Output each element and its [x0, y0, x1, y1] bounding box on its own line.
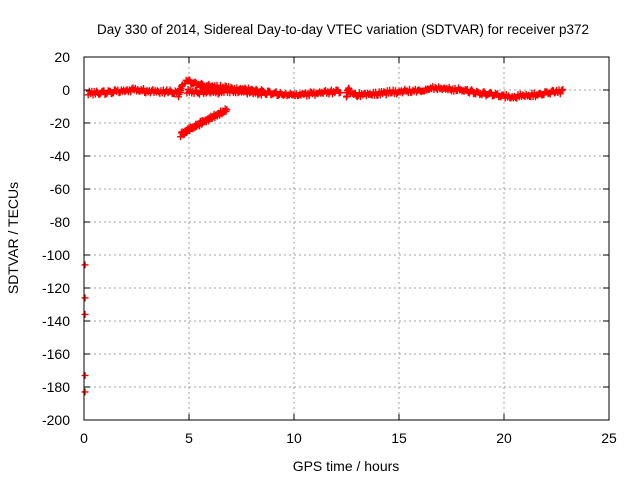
x-tick-label: 25: [601, 430, 617, 446]
grid-lines: [84, 57, 609, 420]
x-tick-labels: 0 5 10 15 20 25: [80, 430, 617, 446]
x-tick-label: 5: [185, 430, 193, 446]
y-tick-label: -180: [42, 379, 70, 395]
y-tick-label: -80: [50, 214, 70, 230]
x-axis-label: GPS time / hours: [293, 458, 400, 474]
y-tick-label: -160: [42, 346, 70, 362]
y-tick-label: 0: [62, 82, 70, 98]
y-tick-labels: 20 0 -20 -40 -60 -80 -100 -120 -140 -160 -180 -200: [42, 49, 70, 428]
y-tick-label: -100: [42, 247, 70, 263]
data-marks: [81, 76, 567, 396]
y-tick-label: -140: [42, 313, 70, 329]
x-tick-label: 15: [391, 430, 407, 446]
y-tick-label: -20: [50, 115, 70, 131]
y-tick-label: -60: [50, 181, 70, 197]
y-tick-label: -200: [42, 412, 70, 428]
x-tick-label: 0: [80, 430, 88, 446]
y-axis-label: SDTVAR / TECUs: [5, 182, 21, 294]
axis-ticks: [83, 56, 610, 421]
y-tick-label: -120: [42, 280, 70, 296]
y-tick-label: 20: [54, 49, 70, 65]
x-tick-label: 10: [286, 430, 302, 446]
chart-title: Day 330 of 2014, Sidereal Day-to-day VTE…: [97, 22, 589, 37]
x-tick-label: 20: [496, 430, 512, 446]
y-tick-label: -40: [50, 148, 70, 164]
plot-frame: [83, 56, 610, 421]
